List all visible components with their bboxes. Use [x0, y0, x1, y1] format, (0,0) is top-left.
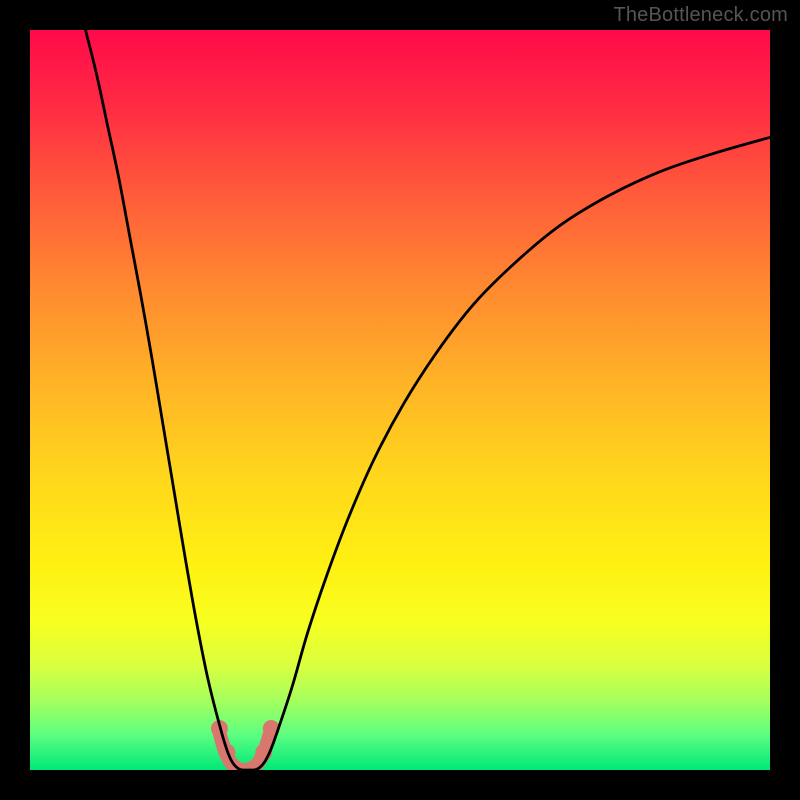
chart-frame: TheBottleneck.com: [0, 0, 800, 800]
plot-area: [30, 30, 770, 770]
curve-layer: [30, 30, 770, 770]
main-curve: [86, 30, 771, 770]
watermark-text: TheBottleneck.com: [613, 4, 788, 27]
